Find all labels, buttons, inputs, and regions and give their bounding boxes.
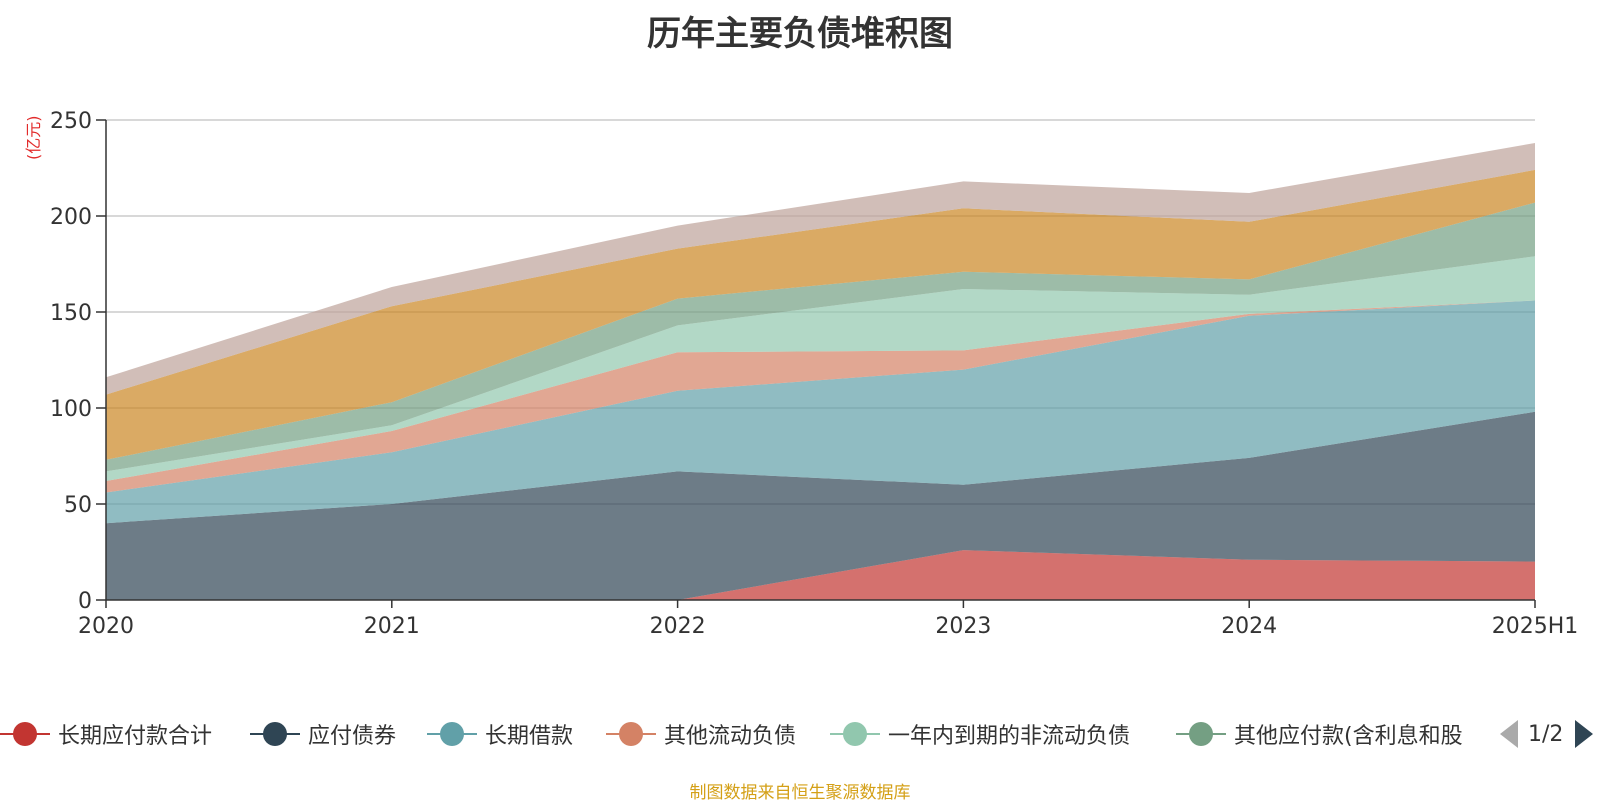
legend-label: 一年内到期的非流动负债 — [888, 724, 1131, 749]
legend-marker-icon — [830, 722, 880, 746]
axis-layer: 0 50 100 150 200 250 2020 2021 2022 2023 2024 2025H… — [50, 109, 1578, 639]
legend-item[interactable]: 长期应付款合计 — [0, 716, 212, 752]
area-series-7[interactable] — [106, 143, 1535, 395]
legend-next-page-icon[interactable] — [1575, 720, 1594, 748]
x-tick-label: 2021 — [364, 614, 420, 639]
y-axis-unit: (亿元) — [24, 115, 43, 161]
legend-item[interactable]: 其他流动负债 — [606, 716, 796, 752]
area-series-5[interactable] — [106, 202, 1535, 472]
legend-marker-icon — [427, 722, 477, 746]
legend-item[interactable]: 长期借款 — [427, 716, 573, 752]
x-tick-label: 2022 — [650, 614, 706, 639]
legend-item[interactable]: 应付债券 — [250, 716, 396, 752]
legend-prev-page-icon[interactable] — [1500, 720, 1518, 748]
y-tick-label: 200 — [50, 205, 92, 230]
legend: 长期应付款合计 应付债券 长期借款 其他流动负债 一年内到期的非流动负债 其他应付款(含利… — [0, 716, 1600, 752]
legend-marker-icon — [606, 722, 656, 746]
y-tick-label: 100 — [50, 397, 92, 422]
y-tick-label: 50 — [64, 493, 92, 518]
area-layer — [106, 143, 1535, 600]
legend-label: 应付债券 — [308, 724, 397, 749]
legend-label: 长期应付款合计 — [58, 724, 213, 749]
x-tick-label: 2020 — [78, 614, 134, 639]
area-series-6[interactable] — [106, 169, 1535, 460]
area-series-2[interactable] — [106, 300, 1535, 524]
y-tick-label: 0 — [78, 589, 92, 614]
area-series-4[interactable] — [106, 256, 1535, 481]
legend-label: 其他应付款(含利息和股 — [1234, 724, 1463, 749]
legend-page-indicator: 1/2 — [1528, 721, 1564, 747]
legend-item[interactable]: 一年内到期的非流动负债 — [830, 716, 1130, 752]
legend-marker-icon — [1176, 722, 1226, 746]
x-tick-label: 2023 — [935, 614, 991, 639]
legend-marker-icon — [0, 722, 50, 746]
legend-pager: 1/2 — [1500, 716, 1594, 752]
x-tick-label: 2025H1 — [1492, 614, 1579, 639]
chart-title: 历年主要负债堆积图 — [647, 14, 953, 54]
x-tick-label: 2024 — [1221, 614, 1277, 639]
y-tick-label: 150 — [50, 301, 92, 326]
legend-marker-icon — [250, 722, 300, 746]
y-tick-label: 250 — [50, 109, 92, 134]
legend-label: 长期借款 — [485, 724, 574, 749]
source-note: 制图数据来自恒生聚源数据库 — [689, 783, 911, 800]
area-series-1[interactable] — [106, 411, 1535, 600]
legend-item[interactable]: 其他应付款(含利息和股 — [1176, 716, 1463, 752]
legend-label: 其他流动负债 — [664, 724, 797, 749]
